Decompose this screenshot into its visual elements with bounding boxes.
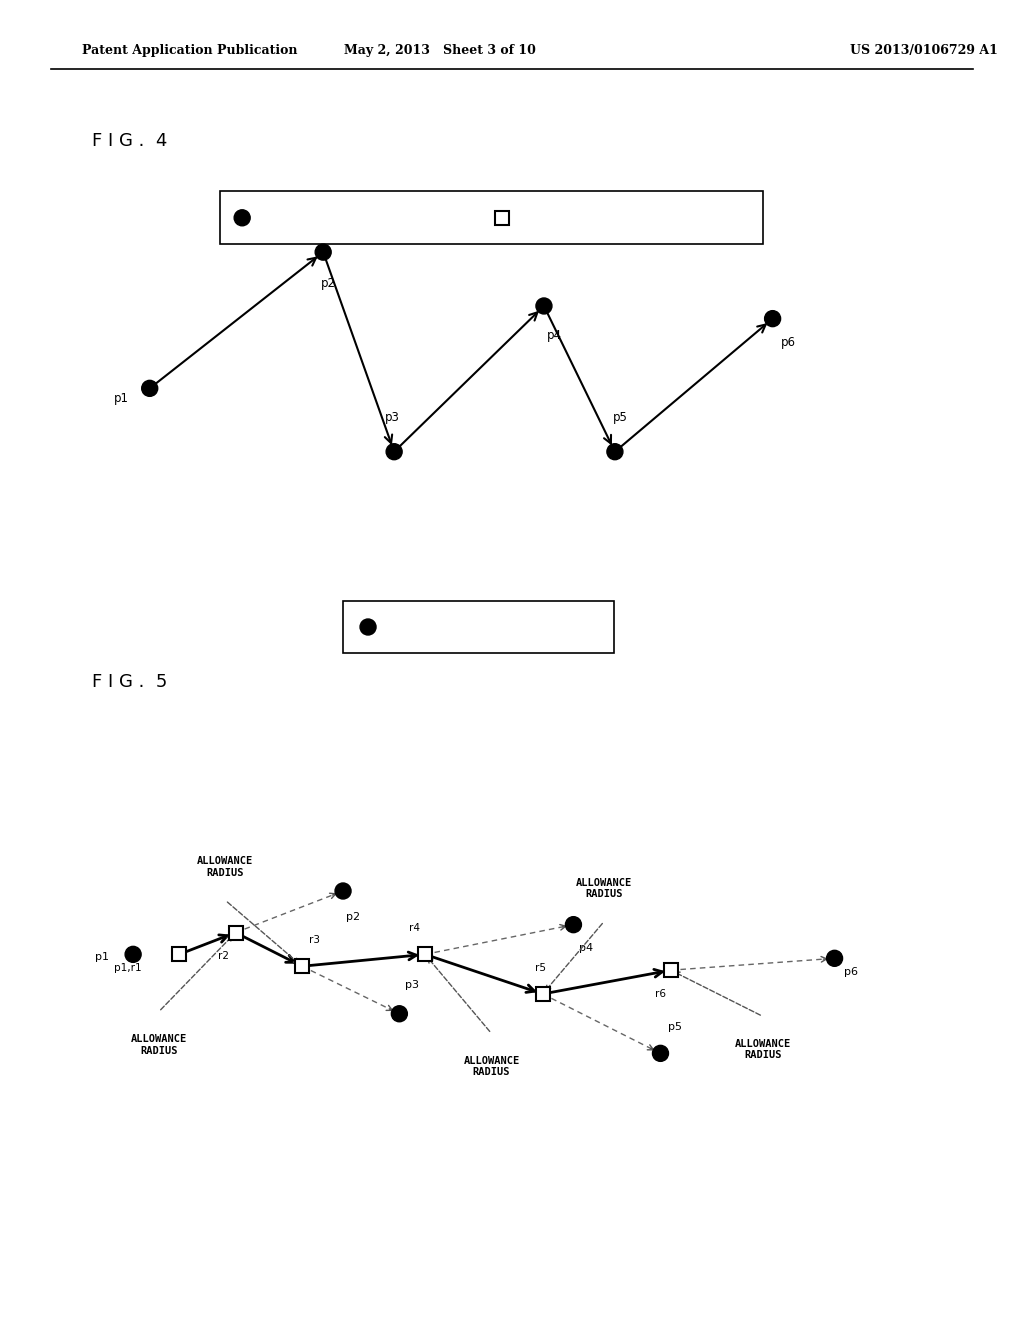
- Bar: [343, 601, 614, 653]
- Bar: [220, 191, 763, 244]
- Text: p5: p5: [612, 411, 628, 424]
- Circle shape: [335, 883, 351, 899]
- Text: p6: p6: [844, 966, 858, 977]
- Text: ALLOWANCE
RADIUS: ALLOWANCE RADIUS: [131, 1034, 186, 1056]
- Circle shape: [315, 244, 331, 260]
- Text: Patent Application Publication: Patent Application Publication: [82, 44, 297, 57]
- Text: p1,r1: p1,r1: [115, 962, 141, 973]
- Circle shape: [234, 210, 250, 226]
- Text: ALLOWANCE
RADIUS: ALLOWANCE RADIUS: [577, 878, 632, 899]
- Circle shape: [386, 444, 402, 459]
- Text: F I G .  4: F I G . 4: [92, 132, 168, 150]
- Text: US 2013/0106729 A1: US 2013/0106729 A1: [850, 44, 997, 57]
- Text: ALLOWANCE
RADIUS: ALLOWANCE RADIUS: [735, 1039, 791, 1060]
- Text: F I G .  5: F I G . 5: [92, 673, 168, 692]
- Circle shape: [360, 619, 376, 635]
- Circle shape: [652, 1045, 669, 1061]
- Text: p4: p4: [547, 329, 562, 342]
- Circle shape: [607, 444, 623, 459]
- Circle shape: [125, 946, 141, 962]
- Text: ALLOWANCE
RADIUS: ALLOWANCE RADIUS: [464, 1056, 519, 1077]
- Bar: [228, 925, 243, 940]
- Text: p4: p4: [579, 944, 593, 953]
- Text: ALLOWANCE
RADIUS: ALLOWANCE RADIUS: [198, 857, 253, 878]
- Circle shape: [765, 310, 780, 326]
- Bar: [418, 948, 432, 961]
- Circle shape: [141, 380, 158, 396]
- Text: INPUT COORDINATE: INPUT COORDINATE: [388, 620, 502, 634]
- Text: May 2, 2013   Sheet 3 of 10: May 2, 2013 Sheet 3 of 10: [344, 44, 537, 57]
- Text: INPUT COORDINATE: INPUT COORDINATE: [260, 213, 369, 223]
- Bar: [536, 987, 550, 1001]
- Text: p2: p2: [321, 277, 336, 290]
- Bar: [172, 948, 186, 961]
- Bar: [664, 964, 678, 977]
- Text: r6: r6: [655, 989, 666, 999]
- Text: p6: p6: [780, 335, 796, 348]
- Text: p3: p3: [404, 979, 419, 990]
- Text: p2: p2: [346, 912, 360, 923]
- Circle shape: [536, 298, 552, 314]
- Text: ALLOWANCE COORDINATE: ALLOWANCE COORDINATE: [520, 213, 655, 223]
- Circle shape: [565, 916, 582, 933]
- Text: p1: p1: [95, 952, 110, 962]
- Text: p1: p1: [114, 392, 129, 405]
- Bar: [496, 211, 509, 224]
- Text: r2: r2: [218, 952, 228, 961]
- Circle shape: [391, 1006, 408, 1022]
- Circle shape: [826, 950, 843, 966]
- Text: p5: p5: [668, 1022, 682, 1032]
- Text: r3: r3: [309, 935, 319, 945]
- Text: r5: r5: [536, 962, 546, 973]
- Text: r4: r4: [410, 923, 420, 933]
- Text: p3: p3: [385, 411, 399, 424]
- Bar: [295, 960, 309, 973]
